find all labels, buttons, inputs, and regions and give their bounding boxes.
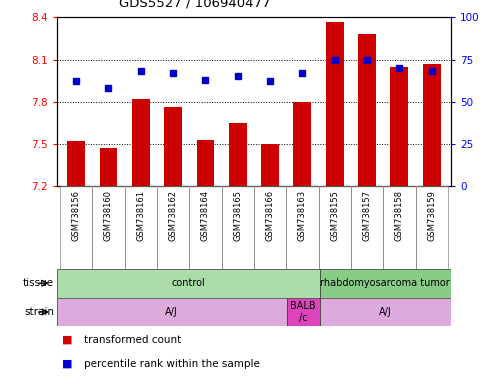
Bar xyxy=(157,186,189,269)
Bar xyxy=(261,144,279,186)
Bar xyxy=(229,123,246,186)
Bar xyxy=(423,64,441,186)
Bar xyxy=(100,148,117,186)
Text: GDS5527 / 106940477: GDS5527 / 106940477 xyxy=(119,0,271,10)
Text: GSM738155: GSM738155 xyxy=(330,190,339,241)
Text: BALB
/c: BALB /c xyxy=(290,301,316,323)
Bar xyxy=(57,298,287,326)
Bar xyxy=(326,22,344,186)
Text: control: control xyxy=(171,278,205,288)
Text: rhabdomyosarcoma tumor: rhabdomyosarcoma tumor xyxy=(320,278,450,288)
Text: GSM738158: GSM738158 xyxy=(395,190,404,242)
Bar xyxy=(390,66,408,186)
Text: strain: strain xyxy=(24,307,54,317)
Bar xyxy=(189,186,221,269)
Text: transformed count: transformed count xyxy=(84,335,181,345)
Bar xyxy=(57,269,319,298)
Text: A/J: A/J xyxy=(165,307,178,317)
Bar xyxy=(254,186,286,269)
Text: A/J: A/J xyxy=(379,307,392,317)
Text: GSM738161: GSM738161 xyxy=(136,190,145,242)
Text: percentile rank within the sample: percentile rank within the sample xyxy=(84,359,260,369)
Text: GSM738164: GSM738164 xyxy=(201,190,210,242)
Bar xyxy=(92,186,125,269)
Bar xyxy=(319,298,451,326)
Text: GSM738166: GSM738166 xyxy=(266,190,275,242)
Text: tissue: tissue xyxy=(23,278,54,288)
Bar xyxy=(164,108,182,186)
Bar xyxy=(358,34,376,186)
Text: GSM738162: GSM738162 xyxy=(169,190,177,242)
Text: GSM738163: GSM738163 xyxy=(298,190,307,242)
Bar xyxy=(293,102,311,186)
Bar xyxy=(351,186,383,269)
Text: GSM738165: GSM738165 xyxy=(233,190,242,242)
Bar xyxy=(286,186,318,269)
Bar xyxy=(318,186,351,269)
Bar xyxy=(60,186,92,269)
Text: GSM738157: GSM738157 xyxy=(362,190,372,242)
Bar xyxy=(287,298,319,326)
Bar xyxy=(132,99,150,186)
Bar xyxy=(383,186,416,269)
Text: GSM738159: GSM738159 xyxy=(427,190,436,241)
Bar xyxy=(416,186,448,269)
Text: GSM738160: GSM738160 xyxy=(104,190,113,242)
Bar xyxy=(319,269,451,298)
Text: GSM738156: GSM738156 xyxy=(71,190,80,242)
Bar xyxy=(197,140,214,186)
Bar xyxy=(221,186,254,269)
Text: ■: ■ xyxy=(62,359,75,369)
Text: ■: ■ xyxy=(62,335,75,345)
Bar xyxy=(125,186,157,269)
Bar xyxy=(67,141,85,186)
